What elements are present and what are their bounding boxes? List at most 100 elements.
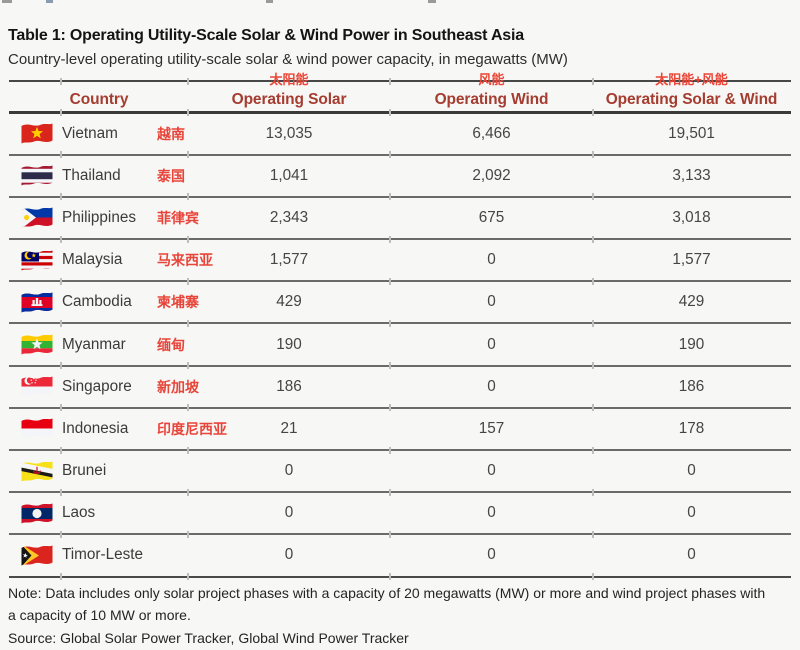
column-header-operating-wind: Operating Wind [434,91,549,108]
column-boundary-tick [389,404,391,412]
malaysia-flag-icon [18,247,56,274]
column-boundary-tick [389,77,391,85]
column-boundary-tick [389,362,391,370]
country-annotation-cn: 马来西亚 [157,252,213,269]
table-row: Philippines 菲律宾 2,343 675 3,018 [9,198,791,243]
wind-column-annotation-cn: 风能 [478,72,505,87]
table-body: Vietnam 越南 13,035 6,466 19,501 Thailand 泰国 1,04… [9,114,791,581]
column-boundary-tick [187,151,189,159]
column-boundary-tick [60,193,62,201]
singapore-flag-icon [18,373,56,400]
operating-solar-wind-value: 3,018 [672,208,711,226]
column-header-operating-solar-wind: Operating Solar & Wind [605,91,778,108]
operating-wind-value: 675 [478,208,505,226]
column-boundary-tick [592,573,594,581]
solar-column-annotation-cn: 太阳能 [269,72,309,87]
country-annotation-cn: 缅甸 [157,336,185,353]
country-name: Philippines [62,208,136,226]
operating-wind-value: 0 [487,504,496,522]
column-boundary-tick [187,319,189,327]
column-boundary-tick [592,108,594,116]
table-note: Note: Data includes only solar project p… [8,585,766,623]
column-boundary-tick [60,277,62,285]
operating-solar-wind-value: 178 [678,419,705,437]
operating-solar-wind-value: 19,501 [668,124,715,142]
column-boundary-tick [389,446,391,454]
column-boundary-tick [389,573,391,581]
column-boundary-tick [60,77,62,85]
operating-wind-value: 0 [487,377,496,395]
page-title: Table 1: Operating Utility-Scale Solar &… [8,27,524,44]
column-boundary-tick [187,362,189,370]
column-boundary-tick [60,530,62,538]
column-boundary-tick [592,319,594,327]
country-name: Malaysia [62,251,123,269]
philippines-flag-icon [18,204,56,231]
column-boundary-tick [592,530,594,538]
operating-wind-value: 0 [487,293,496,311]
operating-solar-value: 21 [280,419,298,437]
column-boundary-tick [592,404,594,412]
column-boundary-tick [60,446,62,454]
laos-flag-icon [18,500,56,527]
country-name: Indonesia [62,419,129,437]
table-row: Laos 0 0 0 [9,493,791,538]
column-boundary-tick [389,193,391,201]
operating-solar-value: 190 [276,335,302,353]
operating-wind-value: 0 [487,251,496,269]
brunei-flag-icon [18,458,56,485]
operating-solar-value: 0 [284,546,294,564]
cambodia-flag-icon [18,289,56,316]
cropped-text-fragment [428,0,436,3]
cropped-text-fragment [266,0,273,3]
column-boundary-tick [389,319,391,327]
column-boundary-tick [592,446,594,454]
page-subtitle: Country-level operating utility-scale so… [8,51,568,68]
column-header-operating-solar: Operating Solar [231,91,347,108]
timor-leste-flag-icon [18,542,56,569]
cropped-text-fragment [46,0,53,3]
solar-wind-column-annotation-cn: 太阳能+风能 [655,72,728,87]
country-name: Myanmar [62,335,126,353]
column-boundary-tick [389,235,391,243]
operating-wind-value: 0 [487,462,496,480]
column-boundary-tick [187,235,189,243]
operating-solar-wind-value: 429 [678,293,705,311]
header-bottom-rule [9,108,791,116]
column-boundary-tick [592,362,594,370]
operating-wind-value: 0 [487,335,496,353]
country-annotation-cn: 泰国 [157,167,185,184]
table-footer: Note: Data includes only solar project p… [8,583,770,650]
table-row: Timor-Leste 0 0 0 [9,535,791,581]
column-boundary-tick [187,108,189,116]
column-boundary-tick [187,530,189,538]
table-row: Singapore 新加坡 186 0 186 [9,367,791,412]
indonesia-flag-icon [18,415,56,442]
country-name: Cambodia [62,293,132,311]
operating-wind-value: 0 [487,546,496,564]
myanmar-flag-icon [18,331,56,358]
vietnam-flag-icon [18,120,56,147]
operating-solar-wind-value: 0 [687,546,696,564]
table-row: Thailand 泰国 1,041 2,092 3,133 [9,156,791,201]
column-boundary-tick [60,362,62,370]
table-row: Malaysia 马来西亚 1,577 0 1,577 [9,240,791,285]
operating-solar-wind-value: 0 [687,504,696,522]
column-boundary-tick [389,488,391,496]
country-name: Singapore [62,377,132,395]
column-boundary-tick [187,446,189,454]
column-boundary-tick [60,488,62,496]
table-row: Indonesia 印度尼西亚 21 157 178 [9,409,791,454]
table-row: Cambodia 柬埔寨 429 0 429 [9,282,791,327]
country-annotation-cn: 新加坡 [157,378,199,395]
thailand-flag-icon [18,162,56,189]
table-row: Brunei 0 0 0 [9,451,791,496]
column-header-country: Country [69,91,129,108]
country-annotation-cn: 越南 [157,125,185,142]
country-name: Vietnam [62,124,118,142]
column-boundary-tick [60,319,62,327]
column-boundary-tick [187,573,189,581]
operating-solar-value: 0 [284,462,294,480]
column-boundary-tick [592,77,594,85]
country-name: Thailand [62,166,121,184]
